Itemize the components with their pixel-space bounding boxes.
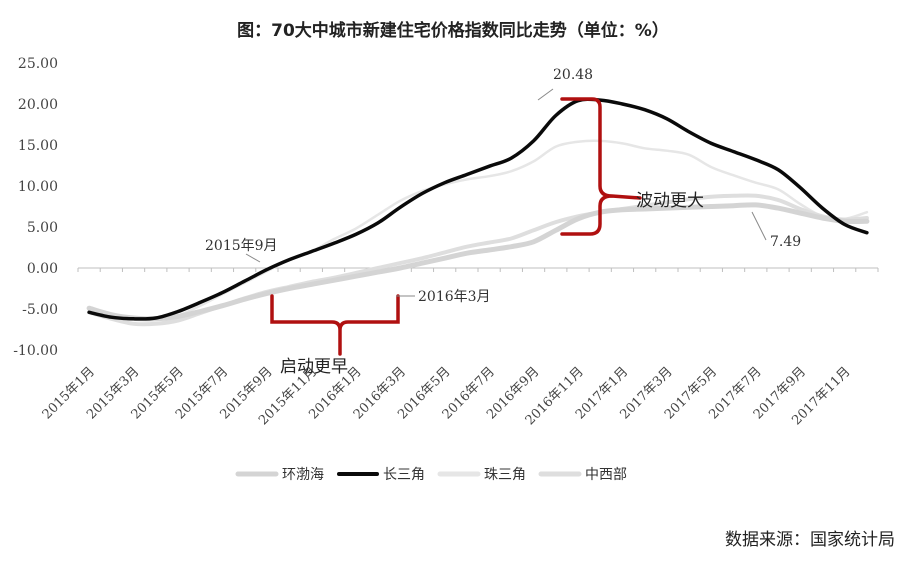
- annotation-peak: 20.48: [537, 67, 593, 101]
- series-lines: [86, 97, 870, 327]
- legend-label: 珠三角: [484, 467, 526, 483]
- y-tick-label: 5.00: [27, 220, 58, 236]
- legend-label: 长三角: [383, 467, 425, 483]
- legend-label: 环渤海: [282, 467, 324, 483]
- annotation-larger-swing: 波动更大: [636, 191, 704, 211]
- y-tick-label: 20.00: [18, 97, 58, 113]
- y-tick-label: 0.00: [27, 261, 58, 277]
- series-line-huanbohai: [86, 202, 870, 322]
- annotation-749-label: 7.49: [770, 234, 801, 250]
- annotation-749: 7.49: [751, 211, 801, 250]
- annotation-early-start: 启动更早: [280, 357, 348, 377]
- annotation-sep2015-label: 2015年9月: [205, 238, 278, 254]
- series-line-changsanjiao: [87, 97, 869, 321]
- y-tick-label: -5.00: [22, 302, 58, 318]
- annotation-sep2015: 2015年9月: [205, 238, 278, 263]
- y-tick-label: 25.00: [18, 56, 58, 72]
- bracket-early-start: [270, 294, 400, 356]
- y-tick-label: 15.00: [18, 138, 58, 154]
- annotation-mar2016: 2016年3月: [396, 289, 491, 305]
- y-axis: 25.00 20.00 15.00 10.00 5.00 0.00 -5.00 -10.00: [13, 56, 58, 359]
- y-tick-label: 10.00: [18, 179, 58, 195]
- source-note: 数据来源：国家统计局: [725, 530, 895, 550]
- legend: 环渤海 长三角 珠三角 中西部: [235, 467, 627, 483]
- bracket-larger-swing: [560, 97, 642, 236]
- y-tick-label: -10.00: [13, 343, 58, 359]
- chart-title: 图：70大中城市新建住宅价格指数同比走势（单位：%）: [237, 20, 669, 41]
- annotation-mar2016-label: 2016年3月: [418, 289, 491, 305]
- annotation-peak-label: 20.48: [553, 67, 593, 83]
- legend-label: 中西部: [585, 467, 627, 483]
